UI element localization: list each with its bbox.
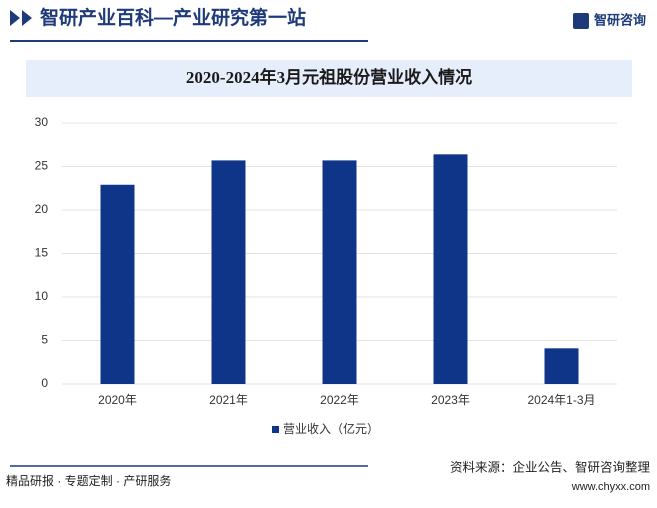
- header-icon: [10, 10, 32, 26]
- x-tick-label: 2021年: [209, 393, 248, 407]
- y-tick-label: 20: [35, 202, 49, 216]
- bar: [322, 160, 357, 384]
- y-tick-label: 0: [41, 376, 48, 390]
- bar: [544, 348, 579, 384]
- y-tick-label: 15: [35, 246, 49, 260]
- bar: [211, 160, 246, 384]
- footer-url: www.chyxx.com: [571, 481, 650, 493]
- x-tick-label: 2020年: [98, 393, 137, 407]
- chart-title: 2020-2024年3月元祖股份营业收入情况: [186, 67, 472, 87]
- brand-name: 智研咨询: [594, 12, 646, 27]
- y-tick-label: 30: [35, 115, 49, 129]
- legend-label: 营业收入（亿元）: [283, 421, 379, 436]
- x-tick-label: 2022年: [320, 393, 359, 407]
- y-tick-label: 10: [35, 289, 49, 303]
- bar: [433, 154, 468, 384]
- y-tick-label: 25: [35, 159, 49, 173]
- x-tick-label: 2024年1-3月: [527, 393, 595, 407]
- title-band: [26, 60, 632, 97]
- header-slogan: 智研产业百科—产业研究第一站: [40, 6, 306, 29]
- y-tick-label: 5: [41, 333, 48, 347]
- legend-swatch: [272, 426, 279, 433]
- plot: 0 5 10 15 20 25 30 2020年 2021年 2022年 2023年 2024年1-3…: [35, 115, 617, 436]
- brand-logo: [573, 13, 589, 29]
- footer-services: 精品研报 · 专题定制 · 产研服务: [6, 473, 171, 488]
- footer-source: 资料来源：企业公告、智研咨询整理: [450, 459, 651, 474]
- bar: [100, 184, 135, 384]
- x-tick-label: 2023年: [431, 393, 470, 407]
